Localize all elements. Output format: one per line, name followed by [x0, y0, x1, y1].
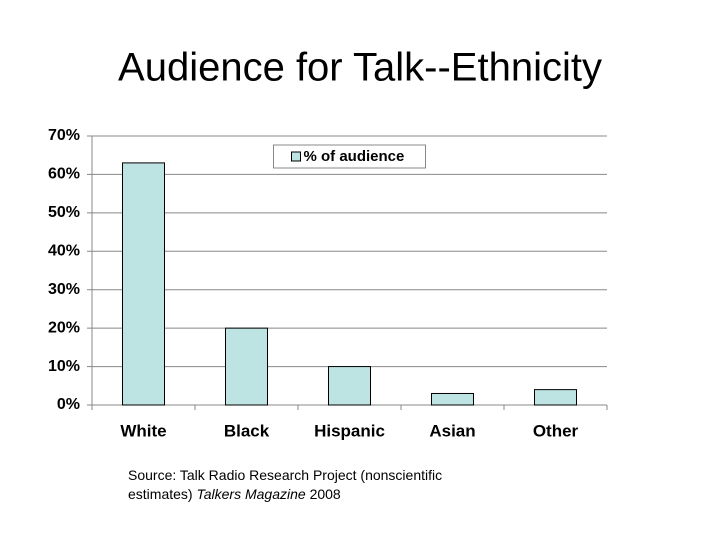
y-tick-label: 30% [48, 281, 80, 298]
x-tick-label: White [120, 421, 166, 440]
y-tick-label: 10% [48, 358, 80, 375]
y-tick-label: 50% [48, 204, 80, 221]
y-tick-label: 40% [48, 243, 80, 260]
chart-title: Audience for Talk--Ethnicity [118, 46, 602, 90]
bar [431, 392, 474, 406]
source-note: Source: Talk Radio Research Project (non… [128, 466, 508, 504]
y-tick-label: 70% [48, 127, 80, 144]
bar [328, 366, 371, 406]
legend-swatch [291, 151, 301, 162]
source-publication: Talkers Magazine [196, 486, 306, 502]
y-tick-label: 60% [48, 166, 80, 183]
y-tick-label: 20% [48, 319, 80, 336]
bar [534, 389, 577, 406]
x-tick-label: Hispanic [314, 421, 385, 440]
x-tick-label: Asian [429, 421, 475, 440]
x-tick-label: Black [224, 421, 270, 440]
bar [225, 327, 268, 406]
bar [122, 162, 165, 406]
y-tick-label: 0% [57, 396, 80, 413]
legend-box [273, 144, 426, 169]
source-year: 2008 [309, 486, 341, 502]
x-tick-label: Other [533, 421, 579, 440]
source-text: Source: Talk Radio Research Project (non… [128, 467, 443, 502]
legend-label: % of audience [304, 148, 405, 165]
